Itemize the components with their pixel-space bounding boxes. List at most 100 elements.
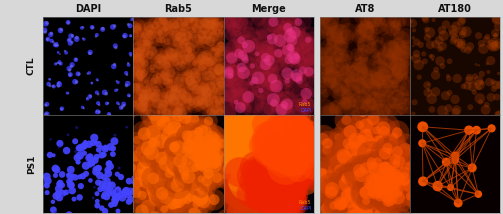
Point <box>336 153 344 157</box>
Point <box>487 96 495 99</box>
Point <box>176 177 184 180</box>
Point <box>248 154 257 157</box>
Point <box>174 202 182 205</box>
Point <box>376 138 384 141</box>
Point <box>255 183 263 186</box>
Point <box>210 134 218 138</box>
Point <box>273 59 281 63</box>
Point <box>86 51 94 54</box>
Point <box>393 63 401 66</box>
Point <box>219 81 227 85</box>
Point <box>270 173 278 176</box>
Point <box>295 56 303 60</box>
Point <box>251 132 259 136</box>
Point <box>113 88 121 91</box>
Point <box>165 141 174 145</box>
Point <box>362 166 370 170</box>
Point <box>241 59 249 62</box>
Point <box>160 20 169 24</box>
Point <box>203 143 211 146</box>
Point <box>186 96 194 100</box>
Point <box>383 190 391 193</box>
Point <box>397 21 405 24</box>
Point <box>175 111 183 115</box>
Point <box>189 56 197 59</box>
Point <box>189 165 197 168</box>
Point <box>319 137 327 141</box>
Point <box>258 184 266 188</box>
Point <box>188 134 196 138</box>
Point <box>204 172 212 175</box>
Point <box>343 188 351 191</box>
Point <box>181 131 189 134</box>
Point <box>155 57 163 61</box>
Point <box>361 206 369 210</box>
Point <box>68 40 76 44</box>
Point <box>171 136 179 140</box>
Point <box>204 22 212 26</box>
Point <box>166 71 175 75</box>
Point <box>274 198 282 202</box>
Point <box>198 33 206 37</box>
Point <box>381 82 389 85</box>
Point <box>202 58 210 62</box>
Point <box>54 81 62 85</box>
Point <box>387 163 395 166</box>
Point <box>104 168 112 172</box>
Point <box>187 193 195 196</box>
Point <box>190 84 198 88</box>
Point <box>374 180 382 184</box>
Point <box>319 93 327 97</box>
Point <box>355 205 363 208</box>
Point <box>159 32 167 35</box>
Point <box>137 46 145 50</box>
Point <box>187 151 195 154</box>
Point <box>236 160 244 163</box>
Point <box>238 190 246 193</box>
Point <box>371 180 379 184</box>
Point <box>192 88 200 91</box>
Point <box>357 88 365 91</box>
Point <box>232 126 240 129</box>
Point <box>190 15 198 19</box>
Point <box>43 21 51 25</box>
Point <box>377 209 385 212</box>
Point <box>361 190 369 194</box>
Point <box>248 153 257 157</box>
Point <box>145 25 153 29</box>
Point <box>328 187 336 191</box>
Point <box>358 142 366 146</box>
Point <box>194 168 202 172</box>
Point <box>483 35 491 39</box>
Point <box>368 180 376 183</box>
Point <box>331 160 339 163</box>
Point <box>289 137 297 141</box>
Point <box>227 69 235 73</box>
Point <box>179 161 187 165</box>
Point <box>217 30 225 34</box>
Point <box>201 27 209 31</box>
Point <box>198 161 206 164</box>
Point <box>144 137 152 140</box>
Point <box>389 184 397 188</box>
Point <box>391 158 399 162</box>
Point <box>51 62 59 66</box>
Point <box>100 175 108 179</box>
Point <box>166 173 175 177</box>
Point <box>68 184 76 187</box>
Point <box>350 178 358 182</box>
Point <box>207 156 215 159</box>
Point <box>255 179 263 182</box>
Point <box>202 150 210 153</box>
Point <box>489 45 497 48</box>
Point <box>101 91 109 94</box>
Point <box>276 181 284 184</box>
Point <box>47 138 55 141</box>
Point <box>396 56 404 59</box>
Point <box>192 185 200 188</box>
Point <box>265 70 273 74</box>
Point <box>164 98 173 101</box>
Point <box>267 103 275 106</box>
Point <box>281 46 289 50</box>
Point <box>284 145 292 148</box>
